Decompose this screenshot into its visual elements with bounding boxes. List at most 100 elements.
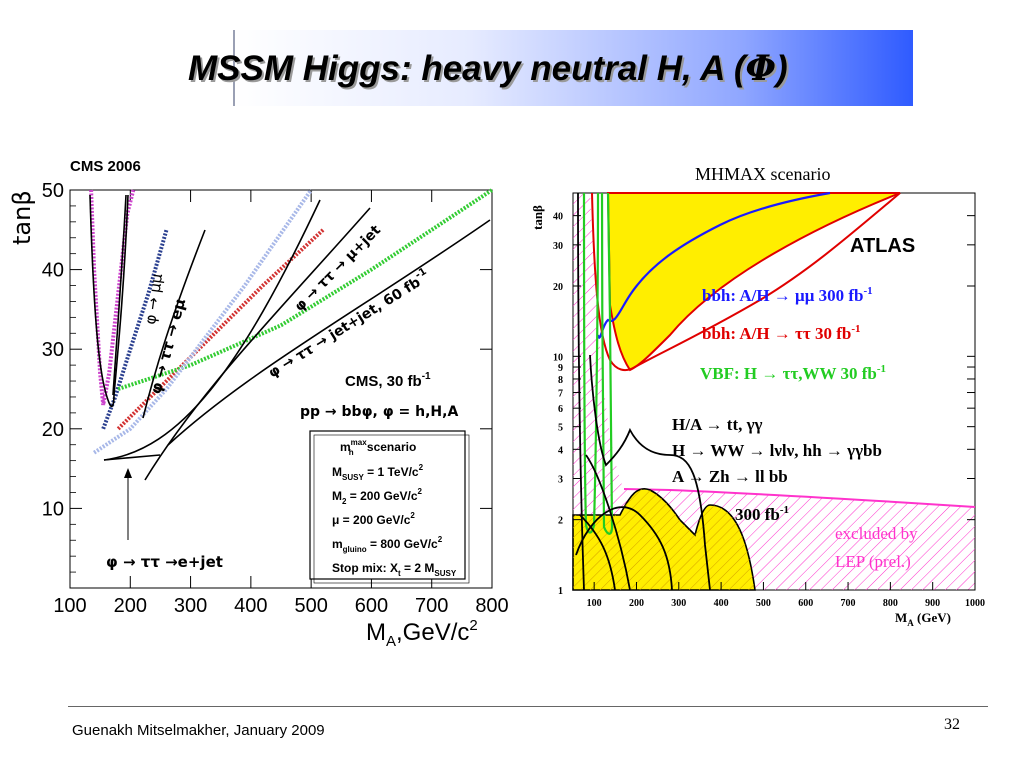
cms-scenario-line-sub: gluino <box>343 545 367 554</box>
atlas-x-tick-label: 700 <box>841 598 856 609</box>
cms-scenario-line-sub: t <box>398 569 401 578</box>
cms-ylabel: tanβ <box>8 190 36 245</box>
cms-scenario-line-tail-sub: SUSY <box>434 569 456 578</box>
atlas-hh-curve <box>579 514 616 591</box>
slide-title-phi: Φ <box>745 48 777 89</box>
atlas-channel-label-2: A → Zh → ll bb <box>672 467 788 486</box>
cms-series-line-4 <box>92 188 313 455</box>
slide-title-close: ) <box>776 49 788 88</box>
atlas-y-tick-label: 2 <box>558 516 563 527</box>
cms-y-tick-label: 20 <box>42 419 64 441</box>
cms-y-tick-label: 30 <box>42 339 64 361</box>
cms-xlabel-sup: 2 <box>469 617 477 634</box>
atlas-y-tick-label: 1 <box>558 586 563 597</box>
cms-scenario-line: M2 = 200 GeV/c2 <box>332 487 423 506</box>
cms-scenario-line: μ = 200 GeV/c2 <box>332 511 415 527</box>
atlas-y-tick-label: 8 <box>558 375 563 386</box>
title-rule <box>233 30 235 106</box>
atlas-lep-line-2: LEP (prel.) <box>835 552 911 571</box>
cms-bound-mumu-left <box>89 194 129 408</box>
atlas-x-tick-label: 500 <box>756 598 771 609</box>
atlas-xlabel-sub: A <box>907 618 914 628</box>
cms-scenario-line: Stop mix: Xt = 2 MSUSY <box>332 561 457 578</box>
cms-x-tick-label: 400 <box>234 595 267 617</box>
atlas-legend-label: bbh: A/H → μμ 300 fb <box>702 286 863 305</box>
cms-scenario-line-pre: M <box>332 465 342 479</box>
cms-scenario-title: mmax h scenario <box>340 438 416 457</box>
cms-scenario-line-pre: M <box>332 489 342 503</box>
slide-title: MSSM Higgs: heavy neutral H, A (Φ) <box>188 48 788 89</box>
atlas-mumu-curve <box>596 191 831 339</box>
cms-bound-emu <box>142 229 206 419</box>
atlas-lep-boundary <box>623 488 976 508</box>
atlas-ylabel: tanβ <box>530 205 545 230</box>
cms-series-line-1 <box>101 229 169 430</box>
cms-scenario-title-pre: m <box>340 440 351 454</box>
cms-lumi-sup: -1 <box>422 371 431 382</box>
atlas-y-tick-label: 30 <box>553 241 563 252</box>
cms-scenario-line: MSUSY = 1 TeV/c2 <box>332 463 424 482</box>
atlas-y-tick-label: 20 <box>553 282 563 293</box>
cms-bound-mumu-right <box>112 194 127 396</box>
cms-scenario-title-sub: h <box>349 448 354 457</box>
cms-scenario-line-post: = 1 TeV/c <box>364 465 419 479</box>
atlas-tt-gg-curve <box>577 192 585 591</box>
cms-scenario-line-pre: μ = 200 GeV/c <box>332 513 411 527</box>
footer-author: Guenakh Mitselmakher, January 2009 <box>72 722 325 739</box>
footer-rule <box>68 706 988 707</box>
cms-xlabel-unit: ,GeV/c <box>396 619 469 646</box>
atlas-lumi-label: 300 fb-1 <box>735 504 789 524</box>
cms-scenario-line-pre: Stop mix: X <box>332 561 398 575</box>
cms-x-tick-label: 500 <box>294 595 327 617</box>
atlas-legend-sup: -1 <box>851 323 860 335</box>
cms-xlabel-m: M <box>366 619 386 646</box>
atlas-y-tick-label: 10 <box>553 352 563 363</box>
cms-corner-label: CMS 2006 <box>70 158 141 175</box>
cms-x-tick-label: 600 <box>355 595 388 617</box>
atlas-x-tick-label: 800 <box>883 598 898 609</box>
cms-series-line-3 <box>117 188 494 391</box>
cms-x-tick-label: 800 <box>475 595 508 617</box>
atlas-y-tick-label: 3 <box>558 475 563 486</box>
cms-scenario-line-sub: SUSY <box>342 473 364 482</box>
cms-scenario-line-sup: 2 <box>418 487 423 496</box>
atlas-vbf-curve-right <box>600 192 614 535</box>
atlas-legend-label: VBF: H → ττ,WW 30 fb <box>700 364 877 383</box>
atlas-inner-curve <box>585 454 631 591</box>
atlas-zh-curve <box>575 506 673 591</box>
atlas-legend-sup: -1 <box>877 363 886 375</box>
atlas-x-tick-label: 900 <box>925 598 940 609</box>
cms-y-tick-label: 10 <box>42 498 64 520</box>
cms-bound-ejet <box>103 199 321 461</box>
atlas-x-tick-label: 400 <box>714 598 729 609</box>
atlas-xlabel: MA (GeV) <box>895 610 951 628</box>
atlas-discovery-hatch-lower <box>573 488 755 590</box>
cms-scenario-line-post: = 2 M <box>401 561 435 575</box>
atlas-legend-label: bbh: A/H → ττ 30 fb <box>702 324 851 343</box>
cms-y-tick-label: 40 <box>42 260 64 282</box>
cms-x-tick-label: 100 <box>53 595 86 617</box>
atlas-x-tick-label: 1000 <box>965 598 985 609</box>
cms-scenario-line-sup: 2 <box>410 511 415 520</box>
atlas-xlabel-unit: (GeV) <box>914 610 951 625</box>
atlas-x-tick-label: 100 <box>587 598 602 609</box>
atlas-y-tick-label: 40 <box>553 212 563 223</box>
cms-chart: CMS 2006 100 200 300 400 500 600 700 800 10 20 30 4… <box>8 158 509 650</box>
atlas-brand: ATLAS <box>850 235 915 257</box>
cms-label-ejet: φ → ττ →e+jet <box>106 553 223 571</box>
cms-bound-ejet-base <box>103 454 161 461</box>
atlas-xlabel-m: M <box>895 610 907 625</box>
cms-scenario-line-sub: 2 <box>342 497 347 506</box>
atlas-discovery-region-upper <box>606 192 901 372</box>
cms-scenario-line-pre: m <box>332 537 343 551</box>
atlas-tautau-curve <box>591 192 901 372</box>
cms-x-tick-label: 200 <box>114 595 147 617</box>
cms-scenario-line-sup: 2 <box>438 535 443 544</box>
atlas-chart: MHMAX scenario 100 200 300 400 500 600 700 800 9… <box>530 164 985 628</box>
atlas-lep-line-1: excluded by <box>835 524 918 543</box>
atlas-lumi-sup: -1 <box>780 504 789 516</box>
cms-scenario-line: mgluino = 800 GeV/c2 <box>332 535 443 554</box>
cms-lumi-label: CMS, 30 fb-1 <box>345 371 431 390</box>
cms-process-label: pp → bbφ, φ = h,H,A <box>300 404 458 420</box>
